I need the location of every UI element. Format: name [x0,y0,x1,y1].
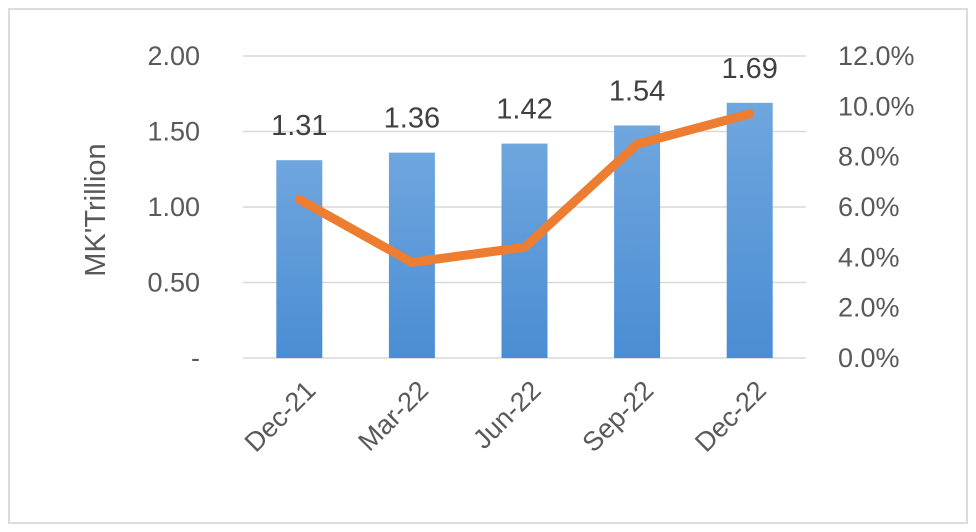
line-point [294,194,304,204]
bar [726,102,773,358]
y2-tick-label: 6.0% [838,192,900,222]
bar-data-label: 1.69 [721,53,777,85]
y2-tick-label: 4.0% [838,242,900,272]
y-tick-label: 2.00 [147,41,200,71]
data-labels: 1.31 1.36 1.42 1.54 1.69 [271,53,778,142]
y-tick-label: - [191,343,200,373]
y-tick-label: 1.00 [147,192,200,222]
y2-tick-label: 0.0% [838,343,900,373]
y-tick-label: 0.50 [147,268,200,298]
y2-tick-label: 12.0% [838,41,915,71]
line-point [745,109,755,119]
y-axis-ticks: - 0.50 1.00 1.50 2.00 [147,41,200,373]
line-point [407,257,417,267]
line-series [294,109,755,267]
bar [276,160,323,358]
y-axis-title: MK'Trillion [80,143,112,276]
y2-tick-label: 10.0% [838,91,915,121]
y2-tick-label: 2.0% [838,293,900,323]
chart-border [8,8,968,524]
bar-data-label: 1.42 [496,94,552,126]
bar-data-label: 1.31 [271,110,327,142]
line-point [520,242,529,252]
y2-tick-label: 8.0% [838,142,900,172]
bars [276,102,773,359]
line-point [632,139,642,149]
bar-data-label: 1.54 [609,75,665,107]
bar-data-label: 1.36 [384,103,440,135]
y-tick-label: 1.50 [147,117,200,147]
y2-axis-ticks: 0.0% 2.0% 4.0% 6.0% 8.0% 10.0% 12.0% [838,41,915,373]
